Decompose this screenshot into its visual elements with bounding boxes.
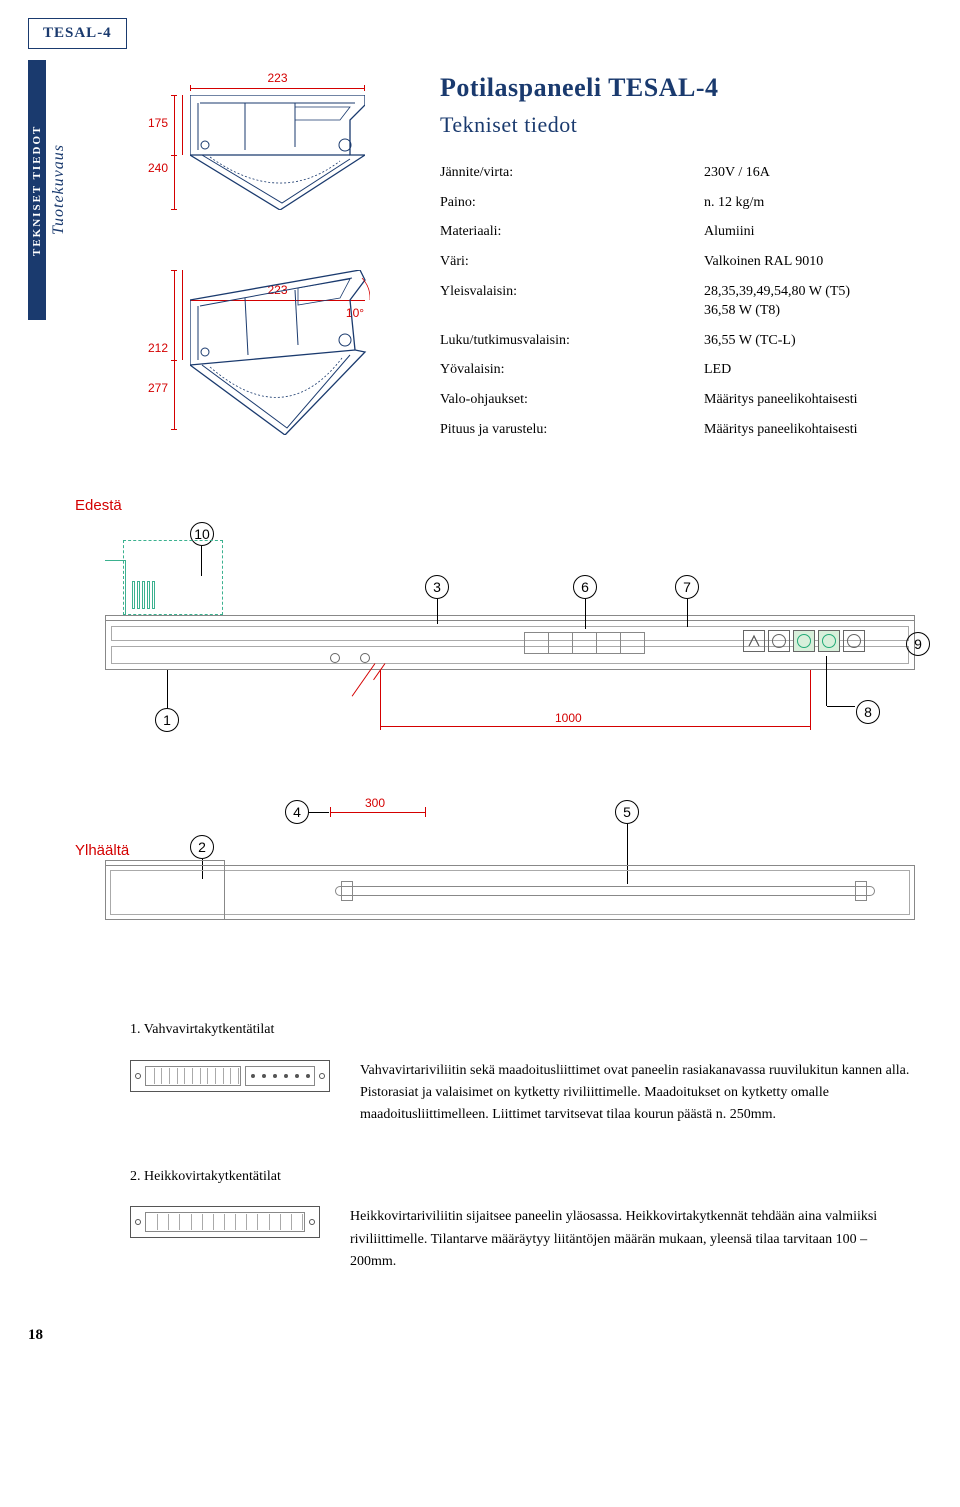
side-tab-section: TEKNISET TIEDOT — [28, 60, 46, 320]
callout-4: 4 — [285, 800, 309, 824]
connector-strong — [130, 1060, 330, 1092]
note-1-text: Vahvavirtariviliitin sekä maadoitusliitt… — [360, 1060, 910, 1127]
cross-section-upper: 223 175 240 — [130, 70, 390, 230]
spec-label: Valo-ohjaukset: — [440, 390, 704, 410]
dim-left-lower: 240 — [138, 160, 178, 177]
cross-section-svg-1 — [190, 95, 365, 210]
spec-label: Luku/tutkimusvalaisin: — [440, 331, 704, 351]
switch-block — [525, 632, 645, 654]
dim-300: 300 — [365, 795, 385, 812]
spec-value: Määritys paneelikohtaisesti — [704, 420, 920, 440]
outlet-block — [743, 630, 865, 652]
spec-label: Yleisvalaisin: — [440, 282, 704, 321]
callout-9: 9 — [906, 632, 930, 656]
callout-3: 3 — [425, 575, 449, 599]
product-code-tab: TESAL-4 — [28, 18, 127, 49]
connector-weak — [130, 1206, 320, 1238]
spec-value: 36,55 W (TC-L) — [704, 331, 920, 351]
spec-label: Jännite/virta: — [440, 163, 704, 183]
spec-label: Pituus ja varustelu: — [440, 420, 704, 440]
dim-1000: 1000 — [555, 710, 582, 727]
callout-5: 5 — [615, 800, 639, 824]
note-2-text: Heikkovirtariviliitin sijaitsee paneelin… — [350, 1206, 910, 1273]
spec-label: Paino: — [440, 193, 704, 213]
page-subtitle: Tekniset tiedot — [440, 110, 920, 141]
spec-value: n. 12 kg/m — [704, 193, 920, 213]
spec-label: Yövalaisin: — [440, 360, 704, 380]
cross-section-lower: 223 10° 212 277 — [130, 250, 390, 445]
front-view-label: Edestä — [75, 495, 920, 516]
callout-6: 6 — [573, 575, 597, 599]
page-number: 18 — [28, 1325, 43, 1346]
side-tab-subsection: Tuotekuvaus — [48, 60, 66, 320]
spec-label: Väri: — [440, 252, 704, 272]
side-tab: TEKNISET TIEDOT Tuotekuvaus — [28, 60, 64, 320]
callout-7: 7 — [675, 575, 699, 599]
spec-value: Alumiini — [704, 222, 920, 242]
front-view-diagram: 10 3 6 — [75, 520, 915, 780]
callout-8: 8 — [856, 700, 880, 724]
spec-value: 28,35,39,49,54,80 W (T5) 36,58 W (T8) — [704, 282, 920, 321]
top-view-label: Ylhäältä — [75, 840, 129, 861]
top-view-diagram: 4 300 5 Ylhäältä 2 — [75, 810, 915, 950]
spec-table: Jännite/virta:230V / 16A Paino:n. 12 kg/… — [440, 163, 920, 439]
spec-value: Määritys paneelikohtaisesti — [704, 390, 920, 410]
callout-1: 1 — [155, 708, 179, 732]
note-1-heading: 1. Vahvavirtakytkentätilat — [130, 1020, 910, 1040]
page-title: Potilaspaneeli TESAL-4 — [440, 70, 920, 106]
callout-2: 2 — [190, 835, 214, 859]
spec-value: LED — [704, 360, 920, 380]
dim-left-upper: 175 — [138, 115, 178, 132]
spec-value: Valkoinen RAL 9010 — [704, 252, 920, 272]
dim-left-upper-2: 212 — [138, 340, 178, 357]
cross-section-svg-2 — [190, 270, 370, 435]
note-2-heading: 2. Heikkovirtakytkentätilat — [130, 1167, 910, 1187]
spec-label: Materiaali: — [440, 222, 704, 242]
spec-value: 230V / 16A — [704, 163, 920, 183]
dim-top: 223 — [190, 70, 365, 87]
dim-left-lower-2: 277 — [138, 380, 178, 397]
